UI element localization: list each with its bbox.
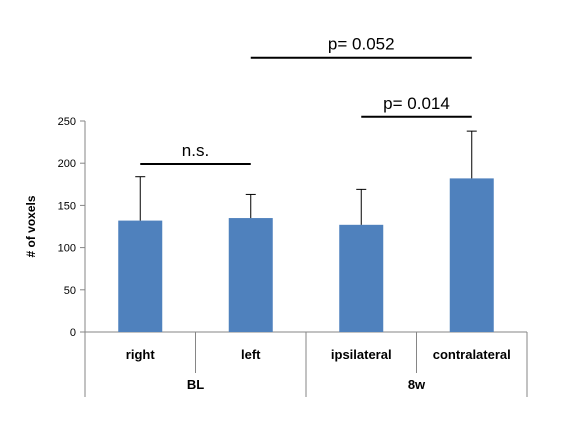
x-group-label: 8w xyxy=(408,377,426,392)
y-axis-label: # of voxels xyxy=(24,195,38,257)
significance-label: n.s. xyxy=(182,141,209,160)
x-category-label: contralateral xyxy=(433,347,511,362)
significance-label: p= 0.014 xyxy=(383,94,450,113)
significance-label: p= 0.052 xyxy=(328,35,395,54)
bars xyxy=(118,178,494,332)
y-tick-label: 100 xyxy=(58,243,76,255)
y-tick-label: 50 xyxy=(64,285,76,297)
x-group-label: BL xyxy=(187,377,204,392)
y-tick-label: 0 xyxy=(70,327,76,339)
bar-contralateral xyxy=(449,178,494,332)
bar-right xyxy=(118,220,163,332)
error-bars xyxy=(135,130,477,225)
x-category-label: ipsilateral xyxy=(331,347,392,362)
annotations: n.s. p= 0.014 p= 0.052 xyxy=(140,35,472,166)
axis-labels: right left ipsilateral contralateral BL 8w # o… xyxy=(24,195,511,392)
x-category-label: right xyxy=(126,347,156,362)
y-tick-label: 150 xyxy=(58,200,76,212)
x-category-label: left xyxy=(241,347,261,362)
y-tick-label: 200 xyxy=(58,158,76,170)
y-tick-label: 250 xyxy=(58,116,76,128)
bar-left xyxy=(228,218,273,332)
bar-ipsilateral xyxy=(339,224,384,332)
